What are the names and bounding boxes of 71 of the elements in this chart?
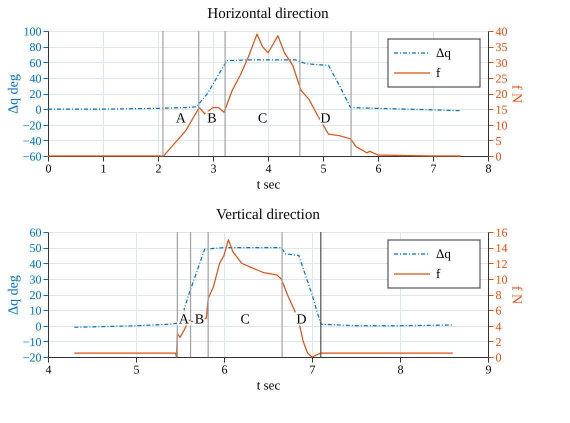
y2-tick-label: 25 bbox=[496, 71, 508, 86]
y2-tick-label: 2 bbox=[496, 334, 502, 349]
x-tick-label: 6 bbox=[376, 162, 382, 176]
annotation: D bbox=[320, 112, 331, 126]
y-tick-label: −20 bbox=[22, 350, 42, 364]
y2-tick-label: 10 bbox=[496, 272, 508, 286]
x-axis-title: t sec bbox=[256, 176, 280, 192]
y2-tick-label: 35 bbox=[496, 40, 508, 54]
y2-tick-label: 8 bbox=[496, 288, 502, 302]
legend-label: f bbox=[436, 65, 441, 80]
line-series bbox=[47, 34, 462, 157]
y-tick-label: 10 bbox=[30, 304, 42, 318]
y2-tick-label: 12 bbox=[496, 256, 508, 271]
y2-tick-label: 10 bbox=[496, 118, 508, 132]
x-tick-label: 4 bbox=[266, 162, 272, 176]
y-tick-label: 20 bbox=[30, 288, 42, 302]
y2-tick-label: 4 bbox=[496, 319, 502, 334]
chart-title: Horizontal direction bbox=[207, 6, 330, 22]
x-tick-label: 3 bbox=[210, 162, 216, 176]
y-tick-label: 40 bbox=[30, 71, 42, 86]
y2-tick-label: 5 bbox=[496, 134, 502, 148]
annotation: C bbox=[240, 312, 250, 328]
y-tick-label: −10 bbox=[22, 334, 42, 349]
y-tick-label: 0 bbox=[36, 319, 42, 334]
y-tick-label: 0 bbox=[36, 102, 42, 117]
annotation: A bbox=[176, 112, 187, 126]
chart-title: Vertical direction bbox=[216, 207, 320, 223]
y2-tick-label: 20 bbox=[496, 87, 508, 101]
x-tick-label: 4 bbox=[46, 362, 52, 376]
x-tick-label: 8 bbox=[486, 162, 492, 176]
y-tick-label: −20 bbox=[22, 118, 42, 132]
y-tick-label: 20 bbox=[30, 87, 42, 101]
x-axis-title: t sec bbox=[256, 378, 280, 392]
y2-tick-label: 14 bbox=[496, 241, 508, 256]
legend-label: Δq bbox=[436, 246, 452, 261]
x-tick-label: 7 bbox=[310, 362, 316, 376]
x-tick-label: 5 bbox=[134, 362, 140, 376]
y-tick-label: 60 bbox=[30, 226, 42, 240]
y-tick-label: 50 bbox=[30, 241, 42, 256]
x-tick-label: 6 bbox=[222, 362, 228, 376]
y-tick-label: −60 bbox=[22, 150, 42, 164]
x-tick-label: 7 bbox=[430, 162, 436, 176]
y-axis-title: Δq deg bbox=[6, 74, 22, 114]
y-tick-label: 60 bbox=[30, 56, 42, 70]
y-tick-label: 80 bbox=[30, 40, 42, 54]
y2-tick-label: 40 bbox=[496, 24, 508, 38]
annotation: C bbox=[258, 112, 268, 126]
y-tick-label: 30 bbox=[30, 272, 42, 286]
y-tick-label: 40 bbox=[30, 256, 42, 271]
x-tick-label: 8 bbox=[398, 362, 404, 376]
y-tick-label: −40 bbox=[22, 134, 42, 148]
y2-tick-label: 0 bbox=[496, 150, 502, 164]
x-tick-label: 0 bbox=[46, 162, 52, 176]
y2-axis-title: f N bbox=[508, 84, 524, 104]
line-series bbox=[74, 239, 454, 358]
legend-label: f bbox=[436, 266, 441, 281]
x-tick-label: 2 bbox=[156, 162, 162, 176]
y2-tick-label: 16 bbox=[496, 226, 508, 240]
line-series bbox=[74, 247, 454, 328]
x-tick-label: 9 bbox=[486, 362, 492, 376]
y2-tick-label: 30 bbox=[496, 56, 508, 70]
y2-tick-label: 6 bbox=[496, 304, 502, 318]
x-tick-label: 5 bbox=[320, 162, 326, 176]
x-tick-label: 1 bbox=[100, 162, 106, 176]
y-tick-label: 100 bbox=[24, 24, 42, 38]
y-axis-title: Δq deg bbox=[6, 275, 22, 315]
legend-label: Δq bbox=[436, 45, 452, 60]
y2-tick-label: 0 bbox=[496, 350, 502, 364]
y2-axis-title: f N bbox=[508, 286, 524, 304]
annotation: B bbox=[207, 112, 217, 126]
y2-tick-label: 15 bbox=[496, 102, 508, 117]
